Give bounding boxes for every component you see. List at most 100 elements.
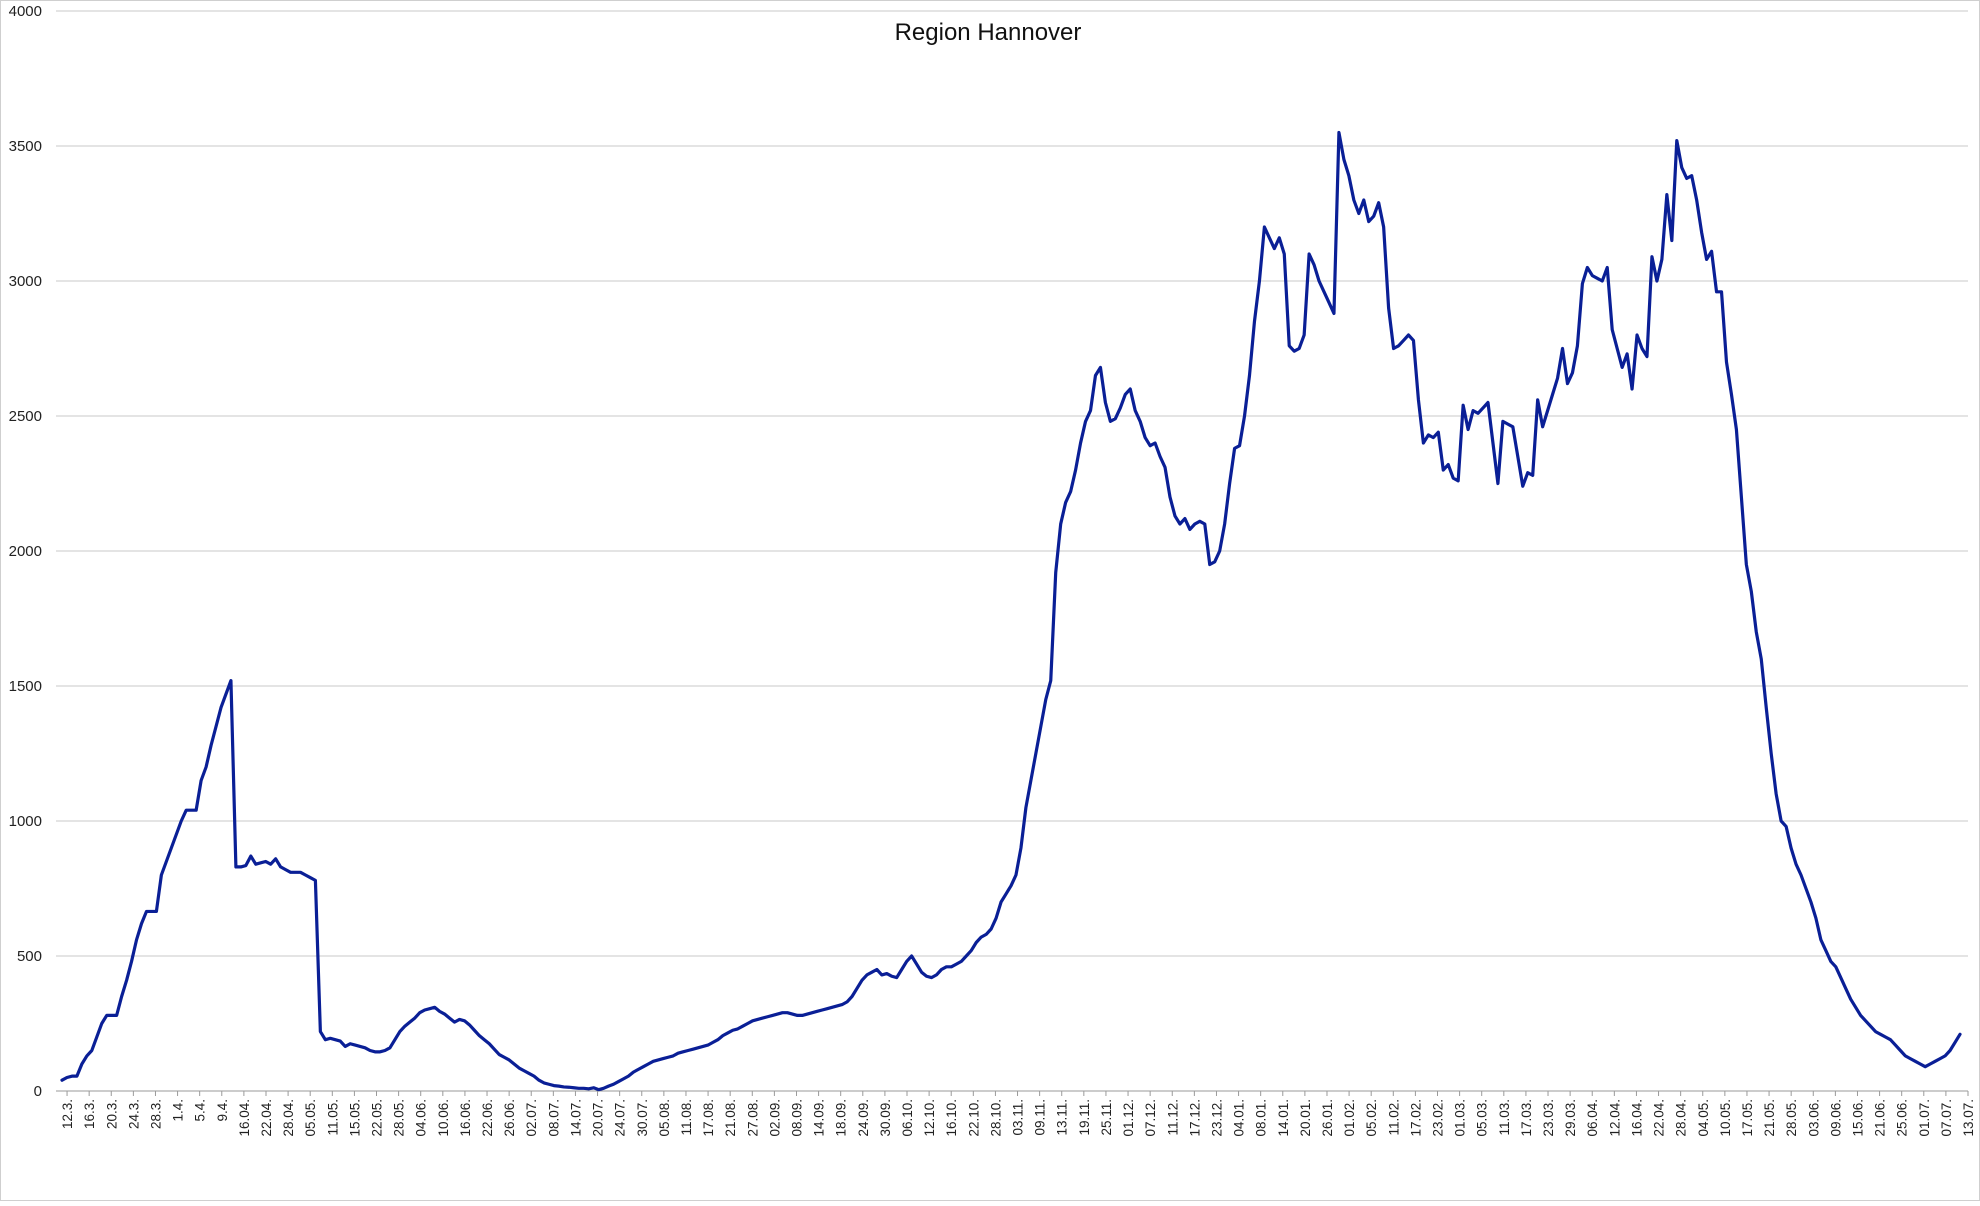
x-tick-label: 22.05. (370, 1099, 385, 1137)
y-tick-label: 0 (34, 1083, 42, 1100)
x-tick-label: 20.3. (104, 1099, 119, 1129)
x-tick-label: 13.11. (1055, 1099, 1070, 1136)
x-tick-label: 04.05. (1696, 1099, 1711, 1137)
y-axis: 0 500 1000 1500 2000 2500 3000 3500 4000 (9, 3, 42, 1100)
x-tick-label: 12.04. (1607, 1099, 1622, 1137)
x-tick-label: 08.09. (789, 1099, 804, 1137)
x-tick-label: 12.3. (60, 1099, 75, 1129)
x-tick-label: 9.4. (215, 1099, 230, 1122)
x-tick-label: 01.12. (1121, 1099, 1136, 1137)
x-tick-label: 14.01. (1276, 1099, 1291, 1137)
x-tick-label: 11.02. (1386, 1099, 1401, 1136)
x-tick-label: 17.02. (1408, 1099, 1423, 1137)
x-tick-label: 28.05. (1784, 1099, 1799, 1137)
x-tick-label: 23.12. (1209, 1099, 1224, 1137)
x-tick-label: 28.3. (148, 1099, 163, 1129)
x-tick-label: 25.11. (1099, 1099, 1114, 1136)
x-tick-label: 26.06. (502, 1099, 517, 1137)
x-tick-label: 07.12. (1143, 1099, 1158, 1137)
x-tick-label: 5.4. (193, 1099, 208, 1122)
y-tick-label: 4000 (9, 3, 42, 20)
series-layer (60, 130, 1962, 1092)
x-tick-label: 17.12. (1187, 1099, 1202, 1137)
x-tick-label: 24.3. (126, 1099, 141, 1129)
x-tick-label: 11.03. (1497, 1099, 1512, 1136)
x-tick-label: 10.06. (436, 1099, 451, 1137)
x-tick-label: 17.05. (1740, 1099, 1755, 1137)
y-tick-label: 3000 (9, 273, 42, 290)
x-tick-label: 1.4. (171, 1099, 186, 1122)
x-tick-label: 30.07. (635, 1099, 650, 1137)
y-tick-label: 3500 (9, 138, 42, 155)
x-tick-label: 28.04. (1674, 1099, 1689, 1137)
x-tick-label: 02.09. (767, 1099, 782, 1137)
x-axis: 12.3. 16.3. 20.3. 24.3. 28.3. 1.4. 5.4. 9.4. 16.… (56, 1090, 1976, 1137)
x-tick-label: 28.05. (392, 1099, 407, 1137)
x-tick-label: 17.03. (1519, 1099, 1534, 1137)
x-tick-label: 09.06. (1828, 1099, 1843, 1137)
x-tick-label: 05.03. (1475, 1099, 1490, 1137)
x-tick-label: 09.11. (1033, 1099, 1048, 1136)
x-tick-label: 21.05. (1762, 1099, 1777, 1137)
x-tick-label: 05.08. (657, 1099, 672, 1137)
x-tick-label: 06.10. (900, 1099, 915, 1137)
x-tick-label: 18.09. (834, 1099, 849, 1137)
x-tick-label: 14.09. (812, 1099, 827, 1137)
x-tick-label: 15.05. (347, 1099, 362, 1137)
x-tick-label: 04.01. (1232, 1099, 1247, 1137)
x-tick-label: 04.06. (414, 1099, 429, 1137)
x-tick-label: 03.11. (1011, 1099, 1026, 1136)
x-tick-label: 08.07. (546, 1099, 561, 1137)
gridlines (56, 10, 1968, 1092)
x-tick-label: 06.04. (1585, 1099, 1600, 1137)
x-tick-label: 24.09. (856, 1099, 871, 1137)
x-tick-label: 19.11. (1077, 1099, 1092, 1136)
x-tick-label: 24.07. (613, 1099, 628, 1137)
x-tick-label: 30.09. (878, 1099, 893, 1137)
x-tick-label: 13.07. (1961, 1099, 1976, 1137)
x-tick-label: 08.01. (1254, 1099, 1269, 1137)
x-tick-label: 01.07. (1917, 1099, 1932, 1137)
x-tick-label: 16.04. (237, 1099, 252, 1137)
x-tick-label: 16.10. (944, 1099, 959, 1137)
x-tick-label: 17.08. (701, 1099, 716, 1137)
x-tick-label: 16.06. (458, 1099, 473, 1137)
x-tick-label: 11.12. (1165, 1099, 1180, 1136)
x-tick-label: 23.03. (1541, 1099, 1556, 1137)
y-tick-label: 2500 (9, 408, 42, 425)
x-tick-label: 03.06. (1806, 1099, 1821, 1137)
x-tick-label: 15.06. (1850, 1099, 1865, 1137)
x-tick-label: 28.10. (988, 1099, 1003, 1137)
x-tick-label: 25.06. (1895, 1099, 1910, 1137)
x-tick-label: 26.01. (1320, 1099, 1335, 1137)
x-tick-label: 27.08. (745, 1099, 760, 1137)
x-tick-label: 10.05. (1718, 1099, 1733, 1137)
x-tick-label: 22.04. (1652, 1099, 1667, 1137)
x-tick-label: 21.06. (1873, 1099, 1888, 1137)
series-line (60, 130, 1962, 1092)
x-tick-label: 20.01. (1298, 1099, 1313, 1137)
x-tick-label: 16.04. (1629, 1099, 1644, 1137)
x-tick-label: 29.03. (1563, 1099, 1578, 1137)
x-tick-label: 28.04. (281, 1099, 296, 1137)
y-tick-label: 1000 (9, 813, 42, 830)
x-tick-label: 11.05. (325, 1099, 340, 1136)
x-tick-label: 16.3. (82, 1099, 97, 1129)
y-tick-label: 1500 (9, 678, 42, 695)
x-tick-label: 14.07. (568, 1099, 583, 1137)
x-tick-label: 01.02. (1342, 1099, 1357, 1137)
y-tick-label: 2000 (9, 543, 42, 560)
x-tick-label: 11.08. (679, 1099, 694, 1136)
x-tick-label: 07.07. (1939, 1099, 1954, 1137)
y-tick-label: 500 (17, 948, 42, 965)
x-tick-label: 22.10. (966, 1099, 981, 1137)
x-tick-label: 02.07. (524, 1099, 539, 1137)
x-tick-label: 05.02. (1364, 1099, 1379, 1137)
x-tick-label: 12.10. (922, 1099, 937, 1137)
x-tick-label: 01.03. (1453, 1099, 1468, 1137)
chart-title: Region Hannover (895, 19, 1082, 46)
x-tick-label: 20.07. (591, 1099, 606, 1137)
x-tick-label: 22.06. (480, 1099, 495, 1137)
